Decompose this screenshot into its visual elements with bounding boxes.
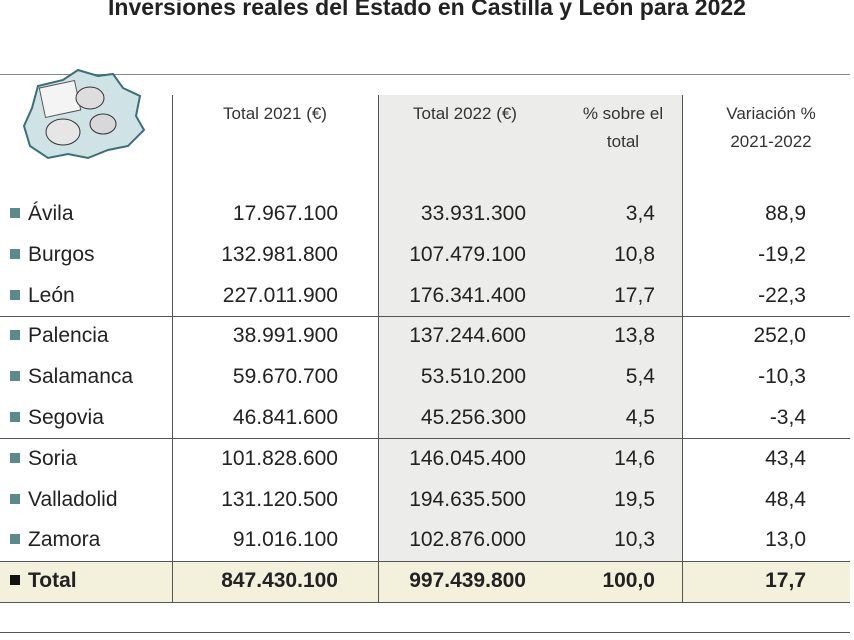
cell: 13,8: [614, 324, 655, 348]
cell: 13,0: [765, 528, 806, 552]
label: Total: [28, 569, 77, 592]
bullet: [10, 493, 20, 504]
rule: [0, 316, 850, 317]
column-rule: [682, 95, 683, 602]
cell: -19,2: [758, 242, 806, 266]
label: Segovia: [28, 406, 104, 429]
cell: 131.120.500: [221, 487, 338, 511]
cell: 137.244.600: [409, 324, 526, 348]
column-header: % sobre el total: [582, 104, 664, 151]
cell: 997.439.800: [409, 569, 526, 592]
bullet: [10, 289, 20, 300]
cell: 847.430.100: [221, 569, 338, 592]
cell: 53.510.200: [420, 365, 526, 389]
cell: 33.931.300: [420, 202, 526, 225]
cell: 46.841.600: [232, 406, 338, 429]
rule: [0, 632, 850, 633]
row-label: León: [10, 276, 170, 316]
label: León: [28, 283, 75, 307]
cell: 3,4: [625, 202, 655, 225]
cell: 17,7: [765, 569, 806, 592]
cell: 38.991.900: [232, 324, 338, 348]
cell: 100,0: [602, 569, 655, 592]
bullet: [10, 412, 20, 422]
cell: 10,3: [614, 528, 655, 552]
row-label: Total: [10, 561, 170, 601]
row-label: Burgos: [10, 235, 170, 275]
cell: -10,3: [758, 365, 806, 389]
bullet: [10, 330, 20, 341]
column-header: Variación % 2021-2022: [726, 104, 816, 151]
bullet: [10, 452, 20, 463]
row-label: Salamanca: [10, 357, 170, 397]
row-label: Valladolid: [10, 480, 170, 520]
total-shade: [0, 561, 850, 602]
cell: 146.045.400: [409, 446, 526, 470]
label: Soria: [28, 446, 78, 470]
label: Valladolid: [28, 487, 118, 511]
label: Zamora: [28, 528, 101, 552]
column-rule: [172, 95, 173, 602]
shade: [378, 95, 682, 561]
bullet: [10, 534, 20, 545]
cell: 227.011.900: [222, 283, 338, 307]
bullet: [10, 371, 20, 382]
cell: 17,7: [614, 283, 655, 307]
column-header: Total 2022 (€): [413, 104, 517, 123]
label: Ávila: [28, 202, 74, 225]
map-icon: [22, 68, 146, 160]
row-label: Soria: [10, 439, 170, 479]
row-label: Palencia: [10, 316, 170, 356]
cell: 101.828.600: [221, 446, 338, 470]
cell: 17.967.100: [232, 202, 338, 225]
cell: 176.341.400: [409, 283, 526, 307]
rule: [0, 74, 850, 75]
column-rule: [378, 95, 379, 602]
cell: 59.670.700: [232, 365, 338, 389]
cell: 194.635.500: [409, 487, 526, 511]
title: Inversiones reales del Estado en Castill…: [108, 0, 746, 20]
cell: 19,5: [614, 487, 655, 511]
column-header: Total 2021 (€): [223, 104, 327, 123]
bullet: [10, 208, 20, 218]
cell: 43,4: [765, 446, 806, 470]
label: Salamanca: [28, 365, 134, 389]
label: Palencia: [28, 324, 109, 348]
cell: 91.016.100: [232, 528, 338, 552]
row-label: Ávila: [10, 194, 170, 234]
row-label: Zamora: [10, 520, 170, 560]
cell: 4,5: [625, 406, 655, 429]
row-label: Segovia: [10, 398, 170, 438]
rule: [0, 602, 850, 603]
bullet: [10, 575, 20, 585]
bullet: [10, 248, 20, 259]
rule: [0, 438, 850, 439]
cell: 10,8: [614, 242, 655, 266]
cell: -22,3: [758, 283, 806, 307]
label: Burgos: [28, 242, 95, 266]
cell: 14,6: [614, 446, 655, 470]
rule: [0, 561, 850, 562]
cell: 132.981.800: [221, 242, 338, 266]
cell: 48,4: [765, 487, 806, 511]
cell: 252,0: [753, 324, 806, 348]
cell: -3,4: [769, 406, 806, 429]
cell: 107.479.100: [409, 242, 526, 266]
cell: 88,9: [765, 202, 806, 225]
cell: 45.256.300: [420, 406, 526, 429]
cell: 5,4: [625, 365, 655, 389]
cell: 102.876.000: [409, 528, 526, 552]
